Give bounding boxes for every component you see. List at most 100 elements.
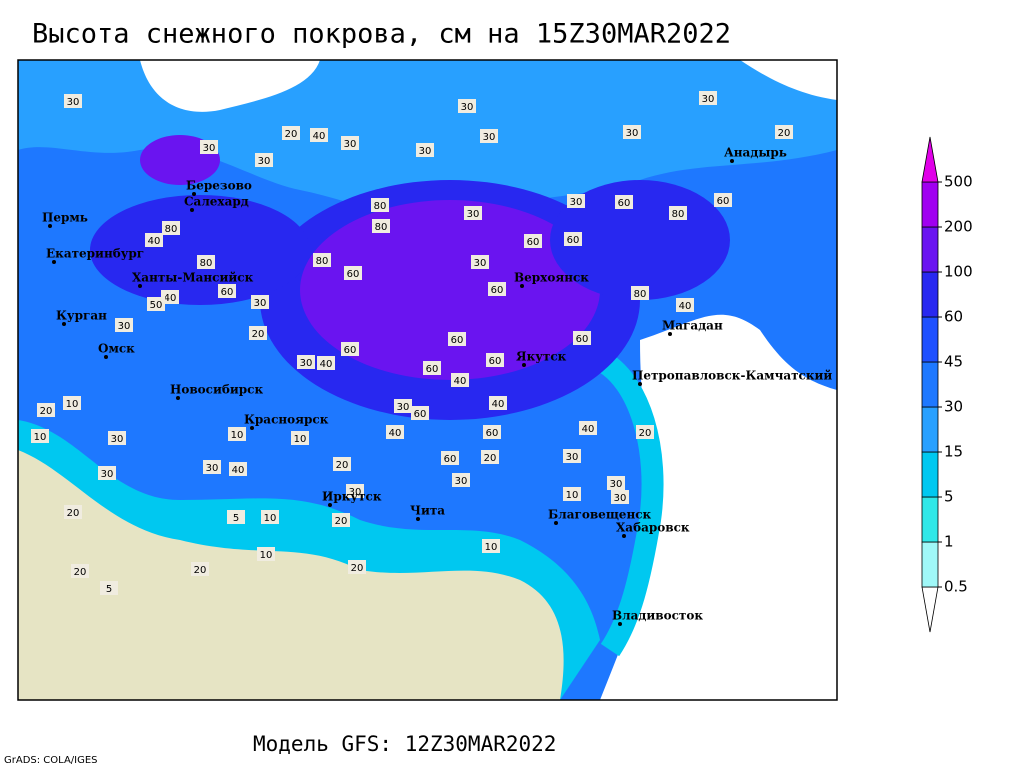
contour-label-box bbox=[71, 564, 89, 578]
contour-label-box bbox=[255, 153, 273, 167]
city-dot bbox=[638, 382, 642, 386]
contour-label-box bbox=[251, 295, 269, 309]
city-label: Петропавловск-Камчатский bbox=[632, 369, 832, 383]
contour-label: 40 bbox=[582, 424, 595, 435]
contour-label-box bbox=[317, 356, 335, 370]
contour-label-box bbox=[386, 425, 404, 439]
contour-label-box bbox=[100, 581, 118, 595]
city-dot bbox=[520, 284, 524, 288]
contour-label-box bbox=[333, 457, 351, 471]
contour-label-box bbox=[37, 403, 55, 417]
contour-label-box bbox=[98, 466, 116, 480]
colorbar-below bbox=[921, 586, 939, 633]
contour-label: 20 bbox=[285, 129, 298, 140]
contour-label: 60 bbox=[347, 269, 360, 280]
contour-label: 40 bbox=[320, 359, 333, 370]
contour-label-box bbox=[483, 425, 501, 439]
city-label: Омск bbox=[98, 342, 135, 356]
city-label: Чита bbox=[410, 504, 445, 518]
contour-label: 30 bbox=[206, 463, 219, 474]
contour-label: 40 bbox=[232, 465, 245, 476]
city-dot bbox=[192, 192, 196, 196]
contour-label: 60 bbox=[486, 428, 499, 439]
contour-label-box bbox=[249, 326, 267, 340]
contour-label-box bbox=[64, 505, 82, 519]
contour-label: 80 bbox=[672, 209, 685, 220]
contour-label-box bbox=[394, 399, 412, 413]
contour-label-box bbox=[64, 94, 82, 108]
contour-label: 40 bbox=[313, 131, 326, 142]
contour-label: 30 bbox=[461, 102, 474, 113]
contour-label-box bbox=[676, 298, 694, 312]
contour-label-box bbox=[200, 140, 218, 154]
contour-label: 5 bbox=[233, 513, 239, 524]
contour-label-box bbox=[310, 128, 328, 142]
colorbar-segment bbox=[921, 541, 939, 588]
contour-label: 80 bbox=[374, 201, 387, 212]
contour-label: 30 bbox=[467, 209, 480, 220]
contour-label: 20 bbox=[351, 563, 364, 574]
colorbar-segment bbox=[921, 316, 939, 363]
title: Высота снежного покрова, см на 15Z30MAR2… bbox=[32, 19, 731, 50]
contour-label: 40 bbox=[164, 293, 177, 304]
colorbar-segment bbox=[921, 271, 939, 318]
contour-label: 80 bbox=[634, 289, 647, 300]
contour-label: 30 bbox=[203, 143, 216, 154]
contour-label: 30 bbox=[419, 146, 432, 157]
contour-label-box bbox=[636, 425, 654, 439]
contour-label: 40 bbox=[454, 376, 467, 387]
contour-label: 20 bbox=[484, 453, 497, 464]
contour-label-box bbox=[332, 513, 350, 527]
city-label: Пермь bbox=[42, 211, 88, 225]
colorbar-label: 30 bbox=[944, 398, 963, 416]
city-dot bbox=[416, 517, 420, 521]
colorbar-label: 5 bbox=[944, 488, 954, 506]
contour-label-box bbox=[623, 125, 641, 139]
city-label: Анадырь bbox=[724, 146, 787, 160]
contour-label: 80 bbox=[165, 224, 178, 235]
contour-label: 10 bbox=[294, 434, 307, 445]
contour-label-box bbox=[567, 194, 585, 208]
contour-label-box bbox=[486, 353, 504, 367]
contour-label: 30 bbox=[344, 139, 357, 150]
colorbar-segment bbox=[921, 181, 939, 228]
contour-label-box bbox=[448, 332, 466, 346]
contour-label-box bbox=[611, 490, 629, 504]
city-dot bbox=[522, 363, 526, 367]
city-dot bbox=[328, 503, 332, 507]
contour-label: 20 bbox=[40, 406, 53, 417]
contour-label: 30 bbox=[118, 321, 131, 332]
contour-label: 30 bbox=[111, 434, 124, 445]
contour-label: 60 bbox=[489, 356, 502, 367]
colorbar-segment bbox=[921, 496, 939, 543]
city-label: Хабаровск bbox=[616, 521, 690, 535]
city-label: Иркутск bbox=[322, 490, 382, 504]
contour-label: 30 bbox=[614, 493, 627, 504]
contour-label-box bbox=[313, 253, 331, 267]
colorbar-label: 100 bbox=[944, 263, 973, 281]
contour-label: 30 bbox=[474, 258, 487, 269]
contour-label-box bbox=[699, 91, 717, 105]
credit: GrADS: COLA/IGES bbox=[4, 755, 98, 766]
contour-label-box bbox=[115, 318, 133, 332]
contour-label: 20 bbox=[194, 565, 207, 576]
contour-label: 60 bbox=[576, 334, 589, 345]
contour-label-box bbox=[524, 234, 542, 248]
contour-label: 30 bbox=[258, 156, 271, 167]
contour-label-box bbox=[441, 451, 459, 465]
contour-label-box bbox=[147, 297, 165, 311]
contour-label-box bbox=[471, 255, 489, 269]
contour-label: 30 bbox=[300, 358, 313, 369]
city-label: Ханты-Мансийск bbox=[132, 271, 254, 285]
contour-label-box bbox=[257, 547, 275, 561]
contour-label-box bbox=[416, 143, 434, 157]
contour-label: 20 bbox=[335, 516, 348, 527]
contour-label: 60 bbox=[618, 198, 631, 209]
contour-label: 80 bbox=[316, 256, 329, 267]
city-dot bbox=[190, 208, 194, 212]
contour-label: 10 bbox=[264, 513, 277, 524]
contour-label: 10 bbox=[34, 432, 47, 443]
city-label: Благовещенск bbox=[548, 508, 652, 522]
